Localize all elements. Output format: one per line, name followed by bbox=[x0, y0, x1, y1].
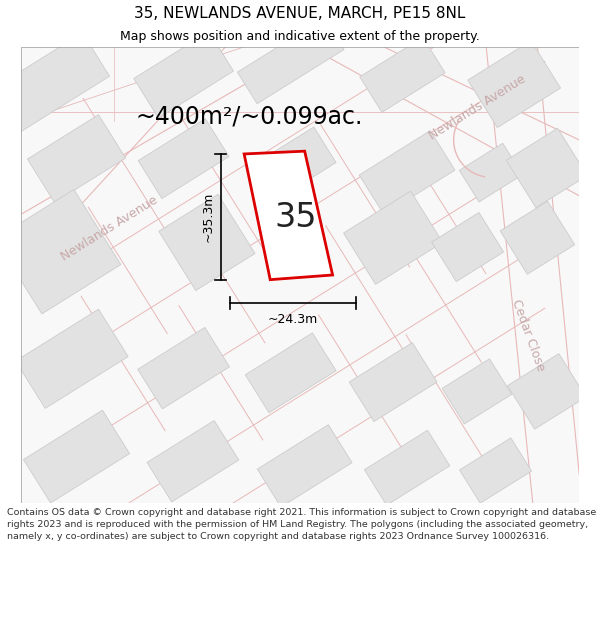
Polygon shape bbox=[359, 131, 455, 214]
Polygon shape bbox=[500, 201, 575, 274]
Polygon shape bbox=[245, 333, 336, 412]
Polygon shape bbox=[442, 359, 512, 424]
Polygon shape bbox=[238, 18, 344, 104]
Polygon shape bbox=[159, 194, 255, 291]
Polygon shape bbox=[23, 410, 130, 503]
Polygon shape bbox=[138, 328, 230, 409]
Polygon shape bbox=[344, 191, 443, 284]
Text: Newlands Avenue: Newlands Avenue bbox=[426, 72, 527, 142]
Text: ~35.3m: ~35.3m bbox=[202, 192, 214, 242]
Polygon shape bbox=[28, 115, 125, 202]
Polygon shape bbox=[254, 127, 336, 199]
Polygon shape bbox=[0, 189, 121, 314]
Polygon shape bbox=[0, 32, 110, 136]
Text: Cedar Close: Cedar Close bbox=[509, 298, 547, 373]
Polygon shape bbox=[16, 309, 128, 408]
Polygon shape bbox=[506, 128, 587, 208]
Polygon shape bbox=[508, 354, 586, 429]
Polygon shape bbox=[244, 151, 332, 279]
Polygon shape bbox=[257, 425, 352, 507]
Text: 35, NEWLANDS AVENUE, MARCH, PE15 8NL: 35, NEWLANDS AVENUE, MARCH, PE15 8NL bbox=[134, 6, 466, 21]
Polygon shape bbox=[147, 421, 239, 502]
Polygon shape bbox=[468, 41, 560, 127]
Text: 35: 35 bbox=[274, 201, 317, 234]
Text: Map shows position and indicative extent of the property.: Map shows position and indicative extent… bbox=[120, 30, 480, 43]
Text: Newlands Avenue: Newlands Avenue bbox=[58, 193, 160, 264]
Polygon shape bbox=[364, 430, 450, 505]
Text: ~24.3m: ~24.3m bbox=[268, 313, 318, 326]
Polygon shape bbox=[138, 119, 229, 199]
Polygon shape bbox=[134, 32, 233, 118]
Text: ~400m²/~0.099ac.: ~400m²/~0.099ac. bbox=[135, 105, 362, 129]
Polygon shape bbox=[360, 38, 445, 112]
Polygon shape bbox=[431, 213, 503, 282]
Text: Contains OS data © Crown copyright and database right 2021. This information is : Contains OS data © Crown copyright and d… bbox=[7, 508, 596, 541]
Polygon shape bbox=[349, 342, 437, 421]
Polygon shape bbox=[459, 143, 523, 202]
Polygon shape bbox=[460, 438, 532, 503]
